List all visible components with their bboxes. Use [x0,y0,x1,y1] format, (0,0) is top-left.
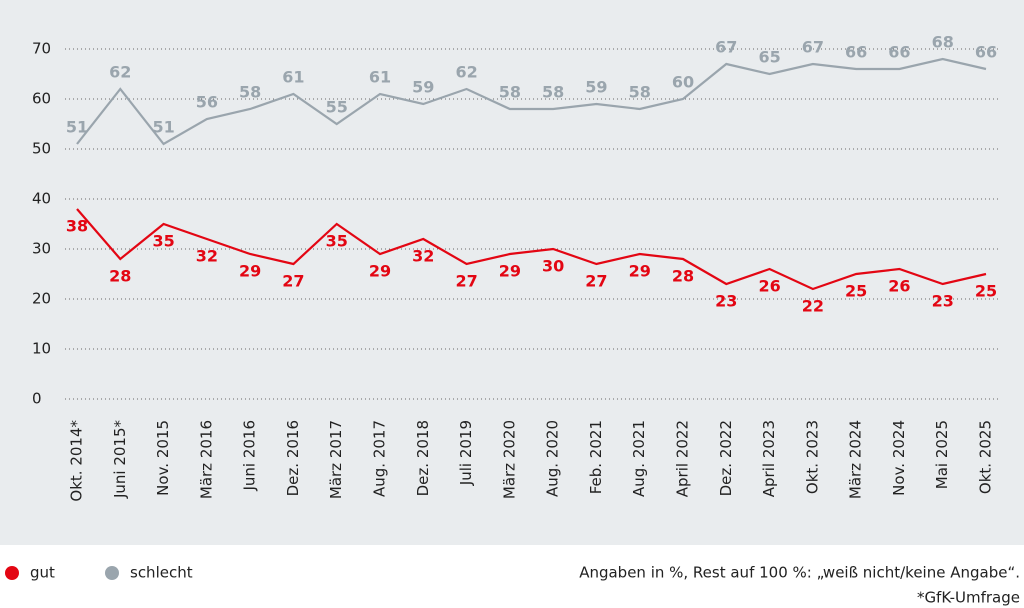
data-label: 29 [239,262,261,281]
data-label: 29 [499,262,521,281]
legend-label: gut [30,564,55,582]
y-tick-label: 30 [32,240,51,258]
data-label: 28 [672,267,694,286]
data-label: 55 [326,98,348,117]
legend-marker [5,566,19,580]
data-label: 59 [585,78,607,97]
data-label: 35 [326,232,348,251]
x-tick-label: Juni 2015* [111,420,129,500]
data-label: 32 [196,247,218,266]
x-tick-label: April 2023 [760,420,778,497]
x-tick-label: Aug. 2021 [630,420,648,497]
legend-marker [105,566,119,580]
data-label: 29 [629,262,651,281]
x-tick-label: März 2017 [327,420,345,499]
x-tick-label: Dez. 2018 [414,420,432,496]
data-label: 26 [758,277,780,296]
data-label: 29 [369,262,391,281]
x-tick-label: Okt. 2025 [977,420,995,494]
data-label: 67 [715,38,737,57]
x-tick-label: Juni 2016 [241,420,259,492]
x-tick-label: Aug. 2020 [544,420,562,497]
y-tick-label: 50 [32,140,51,158]
note: *GfK-Umfrage [917,589,1020,607]
data-label: 62 [109,63,131,82]
data-label: 62 [455,63,477,82]
data-label: 25 [975,282,997,301]
data-label: 51 [66,118,88,137]
data-label: 66 [975,43,997,62]
x-tick-label: Okt. 2023 [803,420,821,494]
legend-label: schlecht [130,564,193,582]
x-tick-label: März 2016 [197,420,215,499]
data-label: 68 [932,33,954,52]
y-tick-label: 60 [32,90,51,108]
x-tick-label: Dez. 2016 [284,420,302,496]
data-label: 23 [715,292,737,311]
y-tick-label: 10 [32,340,51,358]
x-tick-label: März 2024 [847,420,865,499]
data-label: 61 [369,68,391,87]
data-label: 22 [802,297,824,316]
x-tick-label: Aug. 2017 [371,420,389,497]
line [76,208,987,291]
x-tick-label: Mai 2025 [933,420,951,489]
data-label: 27 [455,272,477,291]
data-label: 23 [932,292,954,311]
x-tick-label: Nov. 2015 [154,420,172,496]
data-label: 28 [109,267,131,286]
data-label: 61 [282,68,304,87]
line [76,57,987,146]
y-tick-label: 40 [32,190,51,208]
data-label: 58 [542,83,564,102]
x-tick-label: März 2020 [500,420,518,499]
data-label: 38 [66,217,88,236]
data-label: 51 [152,118,174,137]
data-label: 30 [542,257,564,276]
x-tick-label: Okt. 2014* [68,420,86,502]
data-label: 35 [152,232,174,251]
data-label: 65 [758,48,780,67]
note: Angaben in %, Rest auf 100 %: „weiß nich… [579,564,1020,582]
data-label: 27 [282,272,304,291]
data-label: 26 [888,277,910,296]
data-label: 32 [412,247,434,266]
data-label: 58 [239,83,261,102]
data-label: 59 [412,78,434,97]
x-tick-label: Nov. 2024 [890,420,908,496]
data-label: 66 [845,43,867,62]
data-label: 58 [629,83,651,102]
data-label: 25 [845,282,867,301]
y-tick-label: 70 [32,40,51,58]
data-label: 66 [888,43,910,62]
y-tick-label: 0 [32,390,42,408]
data-label: 27 [585,272,607,291]
x-tick-label: Feb. 2021 [587,420,605,494]
data-label: 56 [196,93,218,112]
x-tick-label: April 2022 [674,420,692,497]
x-tick-label: Dez. 2022 [717,420,735,496]
x-tick-label: Juli 2019 [457,420,475,486]
data-label: 58 [499,83,521,102]
chart-background [0,0,1024,545]
data-label: 67 [802,38,824,57]
y-tick-label: 20 [32,290,51,308]
data-label: 60 [672,73,694,92]
